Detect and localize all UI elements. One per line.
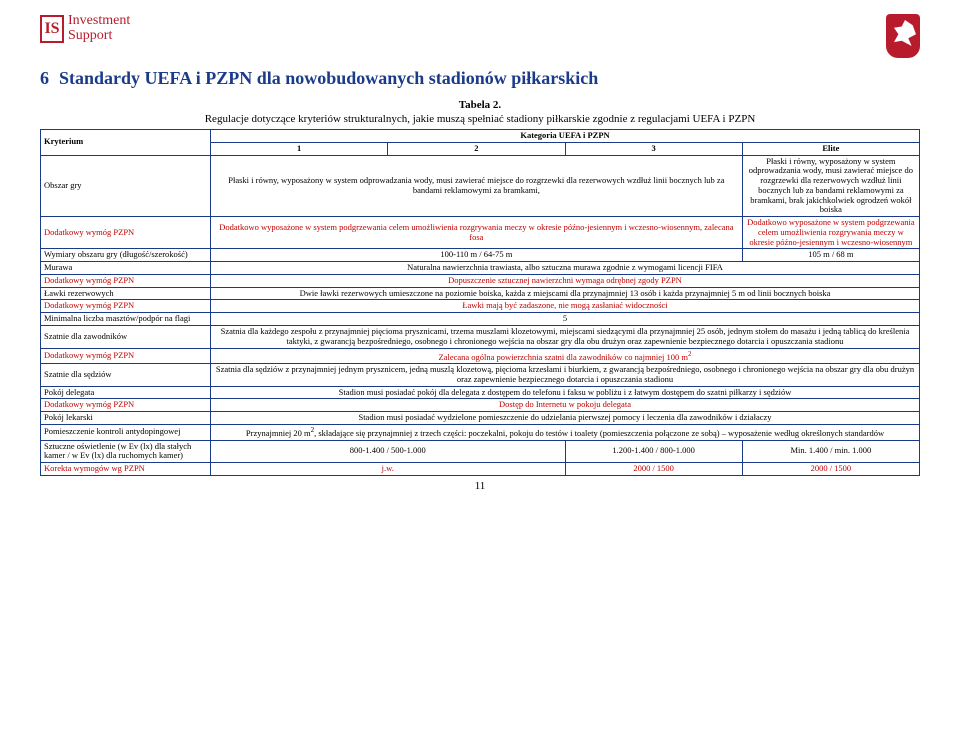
th-cat-2: 2 (388, 142, 565, 155)
row-label: Dodatkowy wymóg PZPN (41, 348, 211, 364)
table-row: Dodatkowy wymóg PZPN Dodatkowo wyposażon… (41, 217, 920, 249)
logo-is-mark: IS (40, 15, 64, 43)
row-label: Szatnie dla zawodników (41, 326, 211, 349)
cell-all: 5 (211, 313, 920, 326)
table-row: Dodatkowy wymóg PZPN Dopuszczenie sztucz… (41, 274, 920, 287)
cell-all: Szatnia dla każdego zespołu z przynajmni… (211, 326, 920, 349)
logo-wordmark: Investment Support (68, 14, 130, 43)
cell-c3: 1.200-1.400 / 800-1.000 (565, 440, 742, 463)
row-label: Murawa (41, 262, 211, 275)
page-header: IS Investment Support (40, 14, 920, 62)
row-label: Wymiary obszaru gry (długość/szerokość) (41, 249, 211, 262)
row-label: Pokój delegata (41, 386, 211, 399)
logo-line1: Investment (68, 14, 130, 29)
table-row: Dodatkowy wymóg PZPN Ławki mają być zada… (41, 300, 920, 313)
cell-all: Dopuszczenie sztucznej nawierzchni wymag… (211, 274, 920, 287)
table-row: Korekta wymogów wg PZPN j.w. 2000 / 1500… (41, 463, 920, 476)
table-subcaption: Regulacje dotyczące kryteriów struktural… (40, 113, 920, 125)
table-row: Szatnie dla zawodników Szatnia dla każde… (41, 326, 920, 349)
logo-investment-support: IS Investment Support (40, 14, 130, 43)
table-row: Pokój lekarski Stadion musi posiadać wyd… (41, 412, 920, 425)
cell-c12: j.w. (211, 463, 566, 476)
th-cat-3: 3 (565, 142, 742, 155)
cell-elite: 2000 / 1500 (742, 463, 919, 476)
cell-span3: Płaski i równy, wyposażony w system odpr… (211, 155, 743, 217)
cell-text: Przynajmniej 20 m (246, 428, 311, 438)
row-label: Pomieszczenie kontroli antydopingowej (41, 424, 211, 440)
table-row: Ławki rezerwowych Dwie ławki rezerwowych… (41, 287, 920, 300)
table-caption: Tabela 2. (40, 99, 920, 111)
th-cat-elite: Elite (742, 142, 919, 155)
table-row: Dodatkowy wymóg PZPN Dostęp do Internetu… (41, 399, 920, 412)
section-number: 6 (40, 68, 49, 88)
cell-all: Stadion musi posiadać pokój dla delegata… (211, 386, 920, 399)
cell-all: Szatnia dla sędziów z przynajmniej jedny… (211, 364, 920, 387)
row-label: Dodatkowy wymóg PZPN (41, 217, 211, 249)
table-row: Obszar gry Płaski i równy, wyposażony w … (41, 155, 920, 217)
cell-all: Przynajmniej 20 m2, składające się przyn… (211, 424, 920, 440)
th-kategoria: Kategoria UEFA i PZPN (211, 130, 920, 143)
table-row: Minimalna liczba masztów/podpór na flagi… (41, 313, 920, 326)
cell-c12: 800-1.400 / 500-1.000 (211, 440, 566, 463)
cell-all: Stadion musi posiadać wydzielone pomiesz… (211, 412, 920, 425)
row-label: Korekta wymogów wg PZPN (41, 463, 211, 476)
cell-text: Zalecana ogólna powierzchnia szatni dla … (439, 351, 688, 361)
table-row: Pomieszczenie kontroli antydopingowej Pr… (41, 424, 920, 440)
cell-span3: 100-110 m / 64-75 m (211, 249, 743, 262)
row-label: Pokój lekarski (41, 412, 211, 425)
th-cat-1: 1 (211, 142, 388, 155)
page-title: 6 Standardy UEFA i PZPN dla nowobudowanyc… (40, 68, 920, 89)
table-row: Wymiary obszaru gry (długość/szerokość) … (41, 249, 920, 262)
table-row: Szatnie dla sędziów Szatnia dla sędziów … (41, 364, 920, 387)
standards-table: Kryterium Kategoria UEFA i PZPN 1 2 3 El… (40, 129, 920, 476)
row-label: Obszar gry (41, 155, 211, 217)
cell-all: Naturalna nawierzchnia trawiasta, albo s… (211, 262, 920, 275)
page-number: 11 (40, 480, 920, 492)
cell-c3: 2000 / 1500 (565, 463, 742, 476)
cell-all: Zalecana ogólna powierzchnia szatni dla … (211, 348, 920, 364)
cell-elite: Dodatkowo wyposażone w system podgrzewan… (742, 217, 919, 249)
table-row: Pokój delegata Stadion musi posiadać pok… (41, 386, 920, 399)
shield-logo-icon (886, 14, 920, 58)
row-label: Dodatkowy wymóg PZPN (41, 399, 211, 412)
cell-elite: Min. 1.400 / min. 1.000 (742, 440, 919, 463)
logo-line2: Support (68, 29, 130, 44)
cell-span3: Dodatkowo wyposażone w system podgrzewan… (211, 217, 743, 249)
cell-all: Dostęp do Internetu w pokoju delegata (211, 399, 920, 412)
table-row: Murawa Naturalna nawierzchnia trawiasta,… (41, 262, 920, 275)
row-label: Minimalna liczba masztów/podpór na flagi (41, 313, 211, 326)
table-row: Sztuczne oświetlenie (w Ev (lx) dla stał… (41, 440, 920, 463)
superscript: 2 (688, 350, 692, 358)
row-label: Szatnie dla sędziów (41, 364, 211, 387)
row-label: Dodatkowy wymóg PZPN (41, 300, 211, 313)
cell-text: , składające się przynajmniej z trzech c… (314, 428, 884, 438)
row-label: Ławki rezerwowych (41, 287, 211, 300)
section-title-text: Standardy UEFA i PZPN dla nowobudowanych… (59, 68, 598, 88)
row-label: Sztuczne oświetlenie (w Ev (lx) dla stał… (41, 440, 211, 463)
cell-all: Ławki mają być zadaszone, nie mogą zasła… (211, 300, 920, 313)
th-kryterium-text: Kryterium (44, 136, 83, 146)
th-kryterium: Kryterium (41, 130, 211, 156)
row-label: Dodatkowy wymóg PZPN (41, 274, 211, 287)
cell-all: Dwie ławki rezerwowych umieszczone na po… (211, 287, 920, 300)
cell-elite: Płaski i równy, wyposażony w system odpr… (742, 155, 919, 217)
table-row: Dodatkowy wymóg PZPN Zalecana ogólna pow… (41, 348, 920, 364)
cell-elite: 105 m / 68 m (742, 249, 919, 262)
